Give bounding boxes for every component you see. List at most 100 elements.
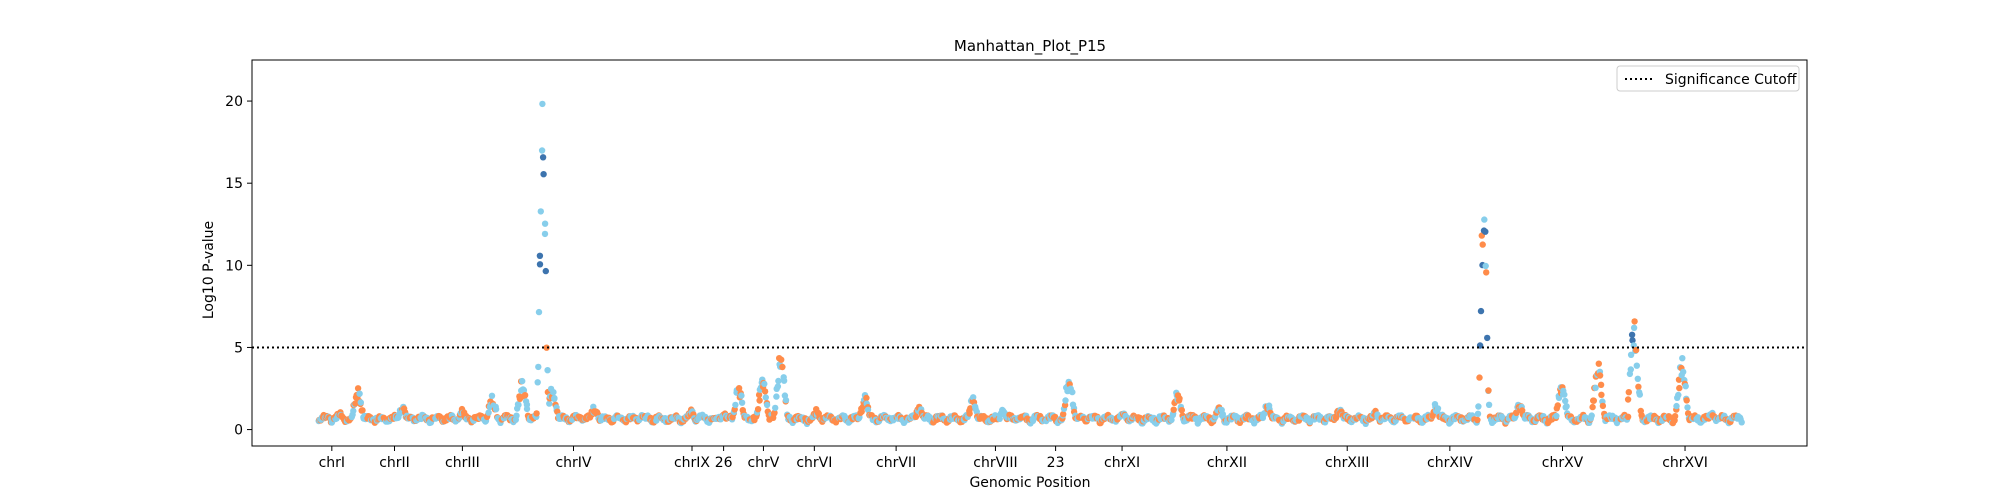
data-point [539,100,546,108]
x-tick-label: chrXVI [1662,455,1708,471]
data-point [535,308,543,316]
axes-layer: 0 5 10 15 20 chrI chrII chrIII chrIV chrIX 26 chrV c… [225,59,1808,471]
data-point [1676,384,1683,392]
data-point [1482,262,1489,270]
data-point [1589,403,1596,411]
data-point [520,387,528,394]
data-point [1599,402,1607,410]
data-point [542,267,549,275]
data-point [1553,412,1560,420]
legend-cutoff-label: Significance Cutoff [1665,72,1797,88]
data-point [1069,388,1076,396]
data-point [762,394,769,401]
data-point [1483,269,1490,276]
x-tick-label: chrII [379,455,410,471]
data-point [359,407,366,414]
data-point [780,377,788,384]
x-tick-label: chrV [747,455,779,471]
data-point [539,154,547,161]
data-point [537,208,544,215]
x-tick-label: chrVII [876,455,916,471]
data-point [488,392,496,399]
x-tick-label: 23 [1047,455,1065,471]
data-point [1485,401,1493,408]
data-point [966,410,973,417]
x-tick-label: chrXV [1542,455,1584,471]
x-tick-label: chrXII [1207,455,1247,471]
data-point [1627,351,1635,358]
x-tick-label: chrVIII [973,455,1017,471]
x-tick-label: chrIV [555,455,591,471]
data-point [536,252,544,259]
y-axis-label: Log10 P-value [201,221,217,319]
data-point [551,394,558,402]
data-point [541,230,549,238]
data-point [536,261,544,268]
data-point [513,412,520,419]
data-point [1671,413,1679,420]
data-point [541,220,549,227]
data-point [357,399,364,406]
y-tick-label: 5 [234,340,243,356]
data-point [533,410,540,417]
data-point [1178,407,1186,414]
data-point [761,388,769,395]
data-point [738,392,745,399]
data-point [1477,307,1485,315]
data-point [1624,396,1632,403]
data-point [1434,405,1442,412]
x-tick-label: 26 [715,455,733,471]
data-point [515,401,522,409]
data-point [523,405,531,413]
data-point [755,391,763,399]
data-point [354,385,362,392]
data-point [1738,419,1745,426]
data-point [356,390,363,397]
data-point [735,385,743,392]
x-tick-label: chrVI [796,455,832,471]
data-point [1629,337,1636,344]
data-point [912,413,920,420]
data-point [1596,372,1604,379]
data-point [1475,403,1482,410]
data-point [1474,410,1482,417]
data-point [1484,334,1491,342]
x-tick-label: chrIX [674,455,710,471]
data-point [732,401,739,409]
data-point [543,344,550,351]
data-point [1061,401,1069,409]
data-point [1683,397,1690,404]
y-tick-label: 15 [225,176,243,192]
data-point [771,409,778,416]
data-point [778,356,785,363]
y-tick-label: 0 [234,423,243,439]
data-point [1635,383,1642,390]
data-point [1636,391,1644,398]
data-point [492,406,500,413]
data-point [1485,387,1492,394]
data-point [1628,331,1636,338]
data-point [1630,324,1638,331]
data-point [1060,410,1067,418]
data-point [1476,374,1483,381]
data-point [772,404,779,412]
data-point [782,396,790,404]
data-point [1633,362,1641,369]
data-point [1176,395,1183,402]
data-point [779,363,786,371]
data-point [1624,413,1632,420]
data-point [519,377,526,385]
plot-frame [251,59,1808,447]
chart-title: Manhattan_Plot_P15 [954,37,1106,56]
data-point [550,389,557,396]
data-point [774,383,782,390]
y-tick-label: 10 [225,258,243,274]
data-point [775,377,782,385]
data-point [1561,391,1568,398]
points-layer [315,100,1745,427]
data-point [1598,391,1605,398]
data-point [773,393,780,400]
data-point [1627,366,1635,373]
data-point [535,363,542,371]
